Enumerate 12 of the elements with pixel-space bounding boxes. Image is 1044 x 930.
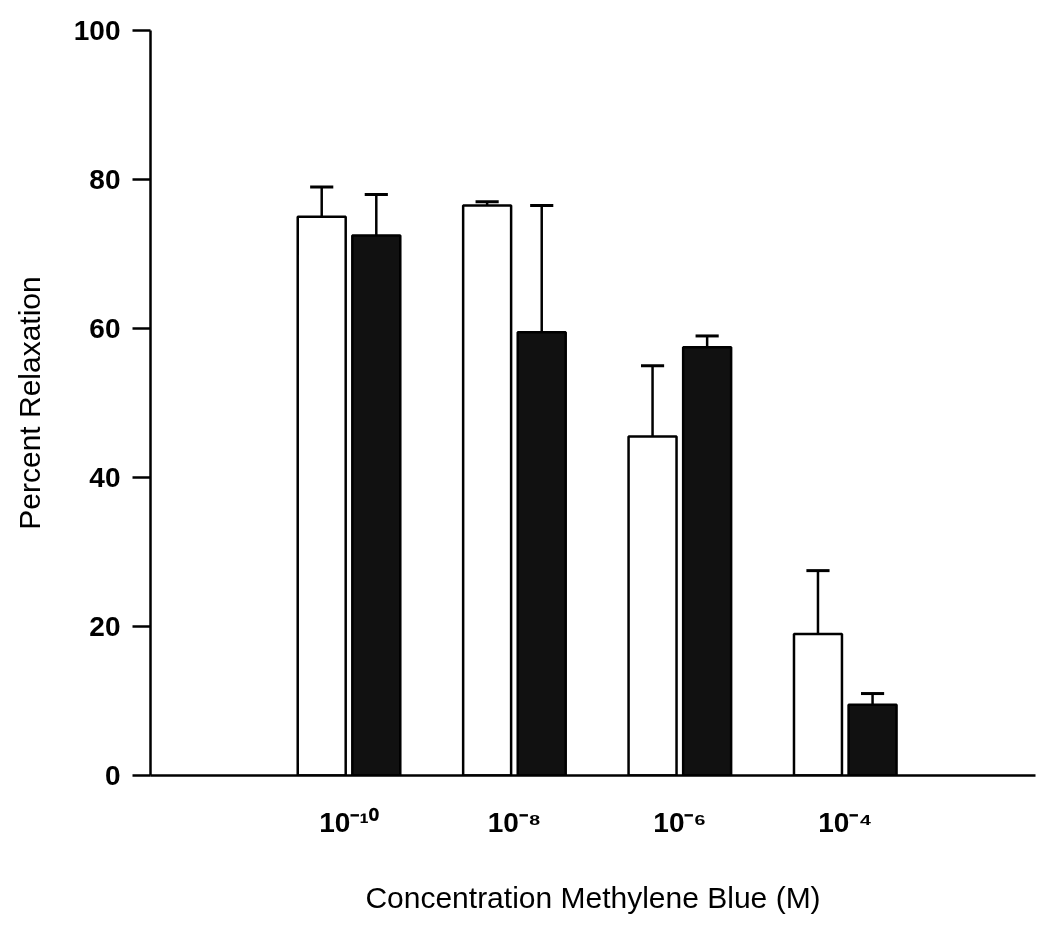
- y-tick-label: 60: [89, 313, 121, 344]
- y-tick-label: 0: [104, 760, 121, 791]
- x-tick-label: 10⁻⁶: [653, 806, 707, 838]
- x-tick-label: 10⁻¹⁰: [319, 806, 379, 838]
- x-tick-label: 10⁻⁸: [487, 806, 542, 838]
- x-tick-label: 10⁻⁴: [818, 806, 873, 838]
- y-axis-title: Percent Relaxation: [12, 276, 46, 530]
- y-tick-label: 80: [89, 164, 121, 195]
- y-tick-label: 20: [89, 611, 121, 642]
- y-tick-label: 100: [73, 15, 121, 46]
- y-tick-label: 40: [89, 462, 121, 493]
- x-axis-title: Concentration Methylene Blue (M): [365, 880, 821, 914]
